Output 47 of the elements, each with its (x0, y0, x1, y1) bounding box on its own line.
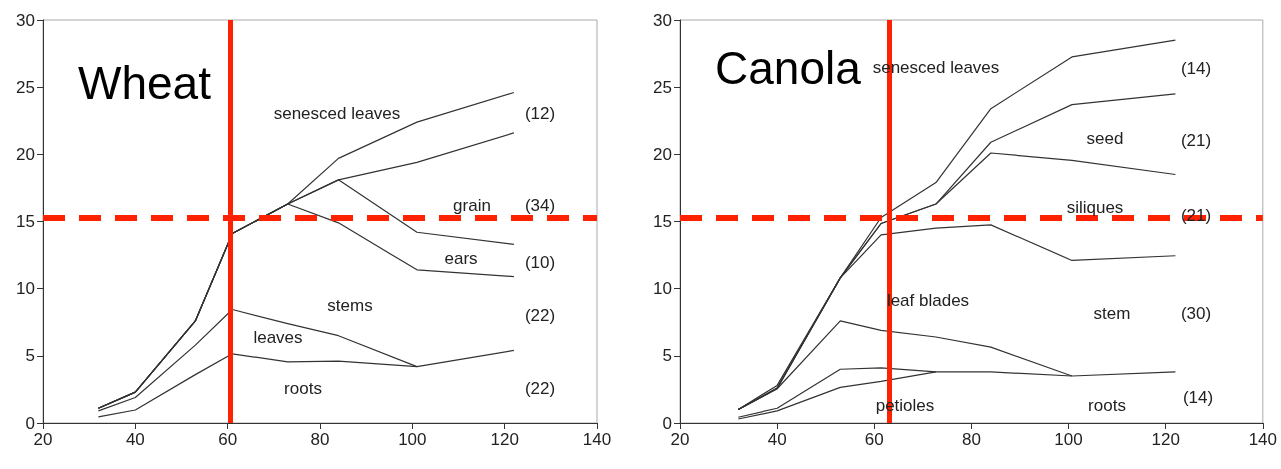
x-tick-label: 140 (1248, 430, 1278, 449)
x-tick-label: 80 (961, 430, 981, 449)
annotation: roots (1088, 395, 1126, 415)
annotation: (34) (524, 195, 556, 215)
annotation: (22) (524, 378, 556, 398)
x-tick-label: 80 (310, 430, 330, 449)
annotation: stems (327, 295, 373, 315)
x-tick-label: 100 (398, 430, 427, 449)
y-tick-label: 20 (16, 144, 35, 164)
annotation: (22) (524, 305, 556, 325)
y-tick-label: 5 (662, 346, 672, 366)
y-tick-label: 5 (25, 346, 35, 366)
y-tick-label: 0 (25, 413, 35, 433)
y-tick-label: 25 (16, 77, 35, 97)
y-tick-label: 0 (662, 413, 672, 433)
y-tick-label: 15 (16, 212, 35, 231)
annotation: roots (284, 378, 322, 398)
annotation: ears (444, 248, 478, 268)
y-tick-label: 30 (653, 10, 672, 30)
annotation: senesced leaves (273, 103, 401, 123)
x-tick-label: 40 (767, 430, 787, 449)
y-tick-label: 15 (653, 212, 672, 231)
y-tick-label: 25 (653, 77, 672, 97)
y-tick-label: 10 (653, 279, 672, 299)
annotation: (21) (1180, 130, 1212, 150)
x-tick-label: 120 (1151, 430, 1180, 449)
annotation: (12) (524, 103, 556, 123)
x-tick-label: 60 (218, 430, 238, 449)
y-tick-label: 10 (16, 279, 35, 299)
annotation: leaves (253, 327, 303, 347)
x-tick-label: 140 (582, 430, 612, 449)
y-tick-label: 20 (653, 144, 672, 164)
annotation: (14) (1180, 58, 1212, 78)
annotation: seed (1086, 128, 1124, 148)
annotation: (14) (1182, 387, 1214, 407)
text: Canola (715, 42, 862, 94)
annotation: grain (453, 195, 491, 215)
x-tick-label: 100 (1054, 430, 1083, 449)
annotation: stem (1093, 303, 1131, 323)
y-tick-label: 30 (16, 10, 35, 30)
annotation: (10) (524, 252, 556, 272)
x-tick-label: 120 (490, 430, 519, 449)
annotation: (30) (1180, 303, 1212, 323)
annotation: siliques (1066, 197, 1124, 217)
x-tick-label: 40 (125, 430, 145, 449)
text: Wheat (78, 57, 212, 109)
x-tick-label: 60 (864, 430, 884, 449)
